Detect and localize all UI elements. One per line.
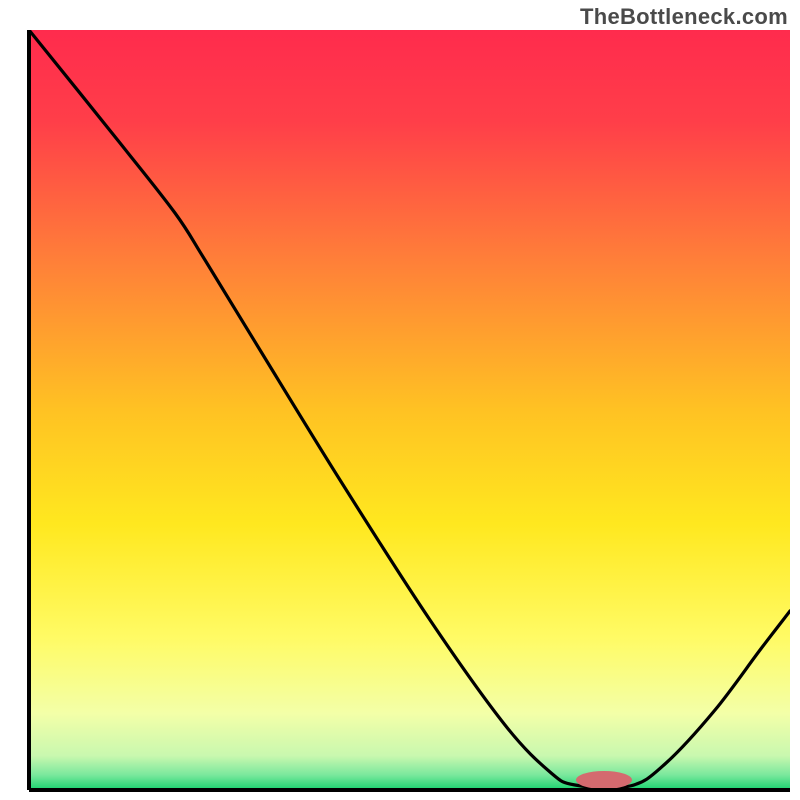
gradient-background <box>29 30 790 790</box>
optimal-marker <box>576 771 632 789</box>
watermark-text: TheBottleneck.com <box>580 4 788 30</box>
bottleneck-curve-chart <box>0 0 800 800</box>
chart-container: { "watermark": { "text": "TheBottleneck.… <box>0 0 800 800</box>
